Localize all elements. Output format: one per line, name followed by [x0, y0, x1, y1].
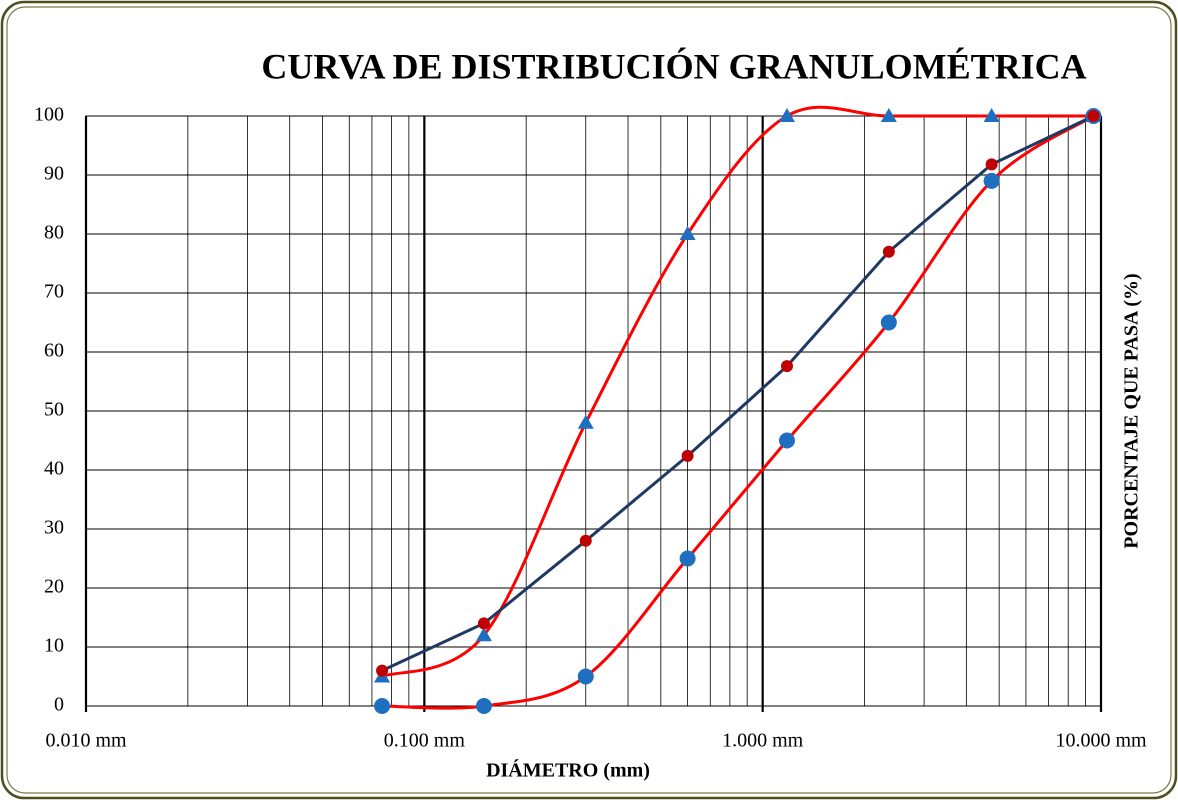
y-tick-label: 90: [44, 163, 64, 185]
dot-marker: [1087, 110, 1100, 122]
y-tick-label: 0: [54, 694, 64, 716]
circle-marker: [577, 668, 594, 685]
dot-marker: [477, 617, 490, 630]
y-tick-label: 40: [44, 458, 64, 480]
dot-marker: [376, 664, 389, 677]
triangle-marker: [475, 627, 492, 642]
y-tick-label: 20: [44, 576, 64, 598]
circle-marker: [374, 698, 391, 714]
dot-marker: [882, 245, 895, 258]
triangle-marker: [983, 108, 1000, 122]
y-tick-label: 60: [44, 340, 64, 362]
circle-marker: [475, 698, 492, 714]
dot-marker: [579, 534, 592, 547]
frame-inner: [6, 6, 1172, 794]
triangle-marker: [778, 108, 795, 122]
y-tick-label: 100: [34, 104, 64, 126]
dot-marker: [681, 449, 694, 462]
circle-marker: [880, 314, 897, 331]
triangle-marker: [577, 414, 594, 429]
y-tick-label: 70: [44, 281, 64, 303]
series-line: [381, 114, 1095, 672]
y-tick-label: 50: [44, 399, 64, 421]
x-tick-label: 1.000 mm: [722, 730, 804, 752]
dot-marker: [985, 158, 998, 171]
circle-marker: [679, 550, 696, 567]
chart-title: CURVA DE DISTRIBUCIÓN GRANULOMÉTRICA: [261, 46, 1086, 86]
series-line: [381, 105, 1094, 678]
y-tick-label: 10: [44, 635, 64, 657]
y-axis-label: PORCENTAJE QUE PASA (%): [1121, 273, 1143, 548]
triangle-marker: [679, 226, 696, 240]
circle-marker: [778, 432, 795, 449]
dot-marker: [780, 360, 793, 373]
y-tick-label: 30: [44, 517, 64, 539]
x-tick-label: 0.010 mm: [45, 730, 127, 752]
x-tick-label: 0.100 mm: [384, 730, 466, 752]
series-line: [382, 114, 1095, 710]
y-tick-label: 80: [44, 222, 64, 244]
circle-marker: [983, 172, 1000, 189]
x-axis-label: DIÁMETRO (mm): [486, 759, 650, 782]
x-tick-label: 10.000 mm: [1055, 730, 1147, 752]
triangle-marker: [880, 108, 897, 122]
